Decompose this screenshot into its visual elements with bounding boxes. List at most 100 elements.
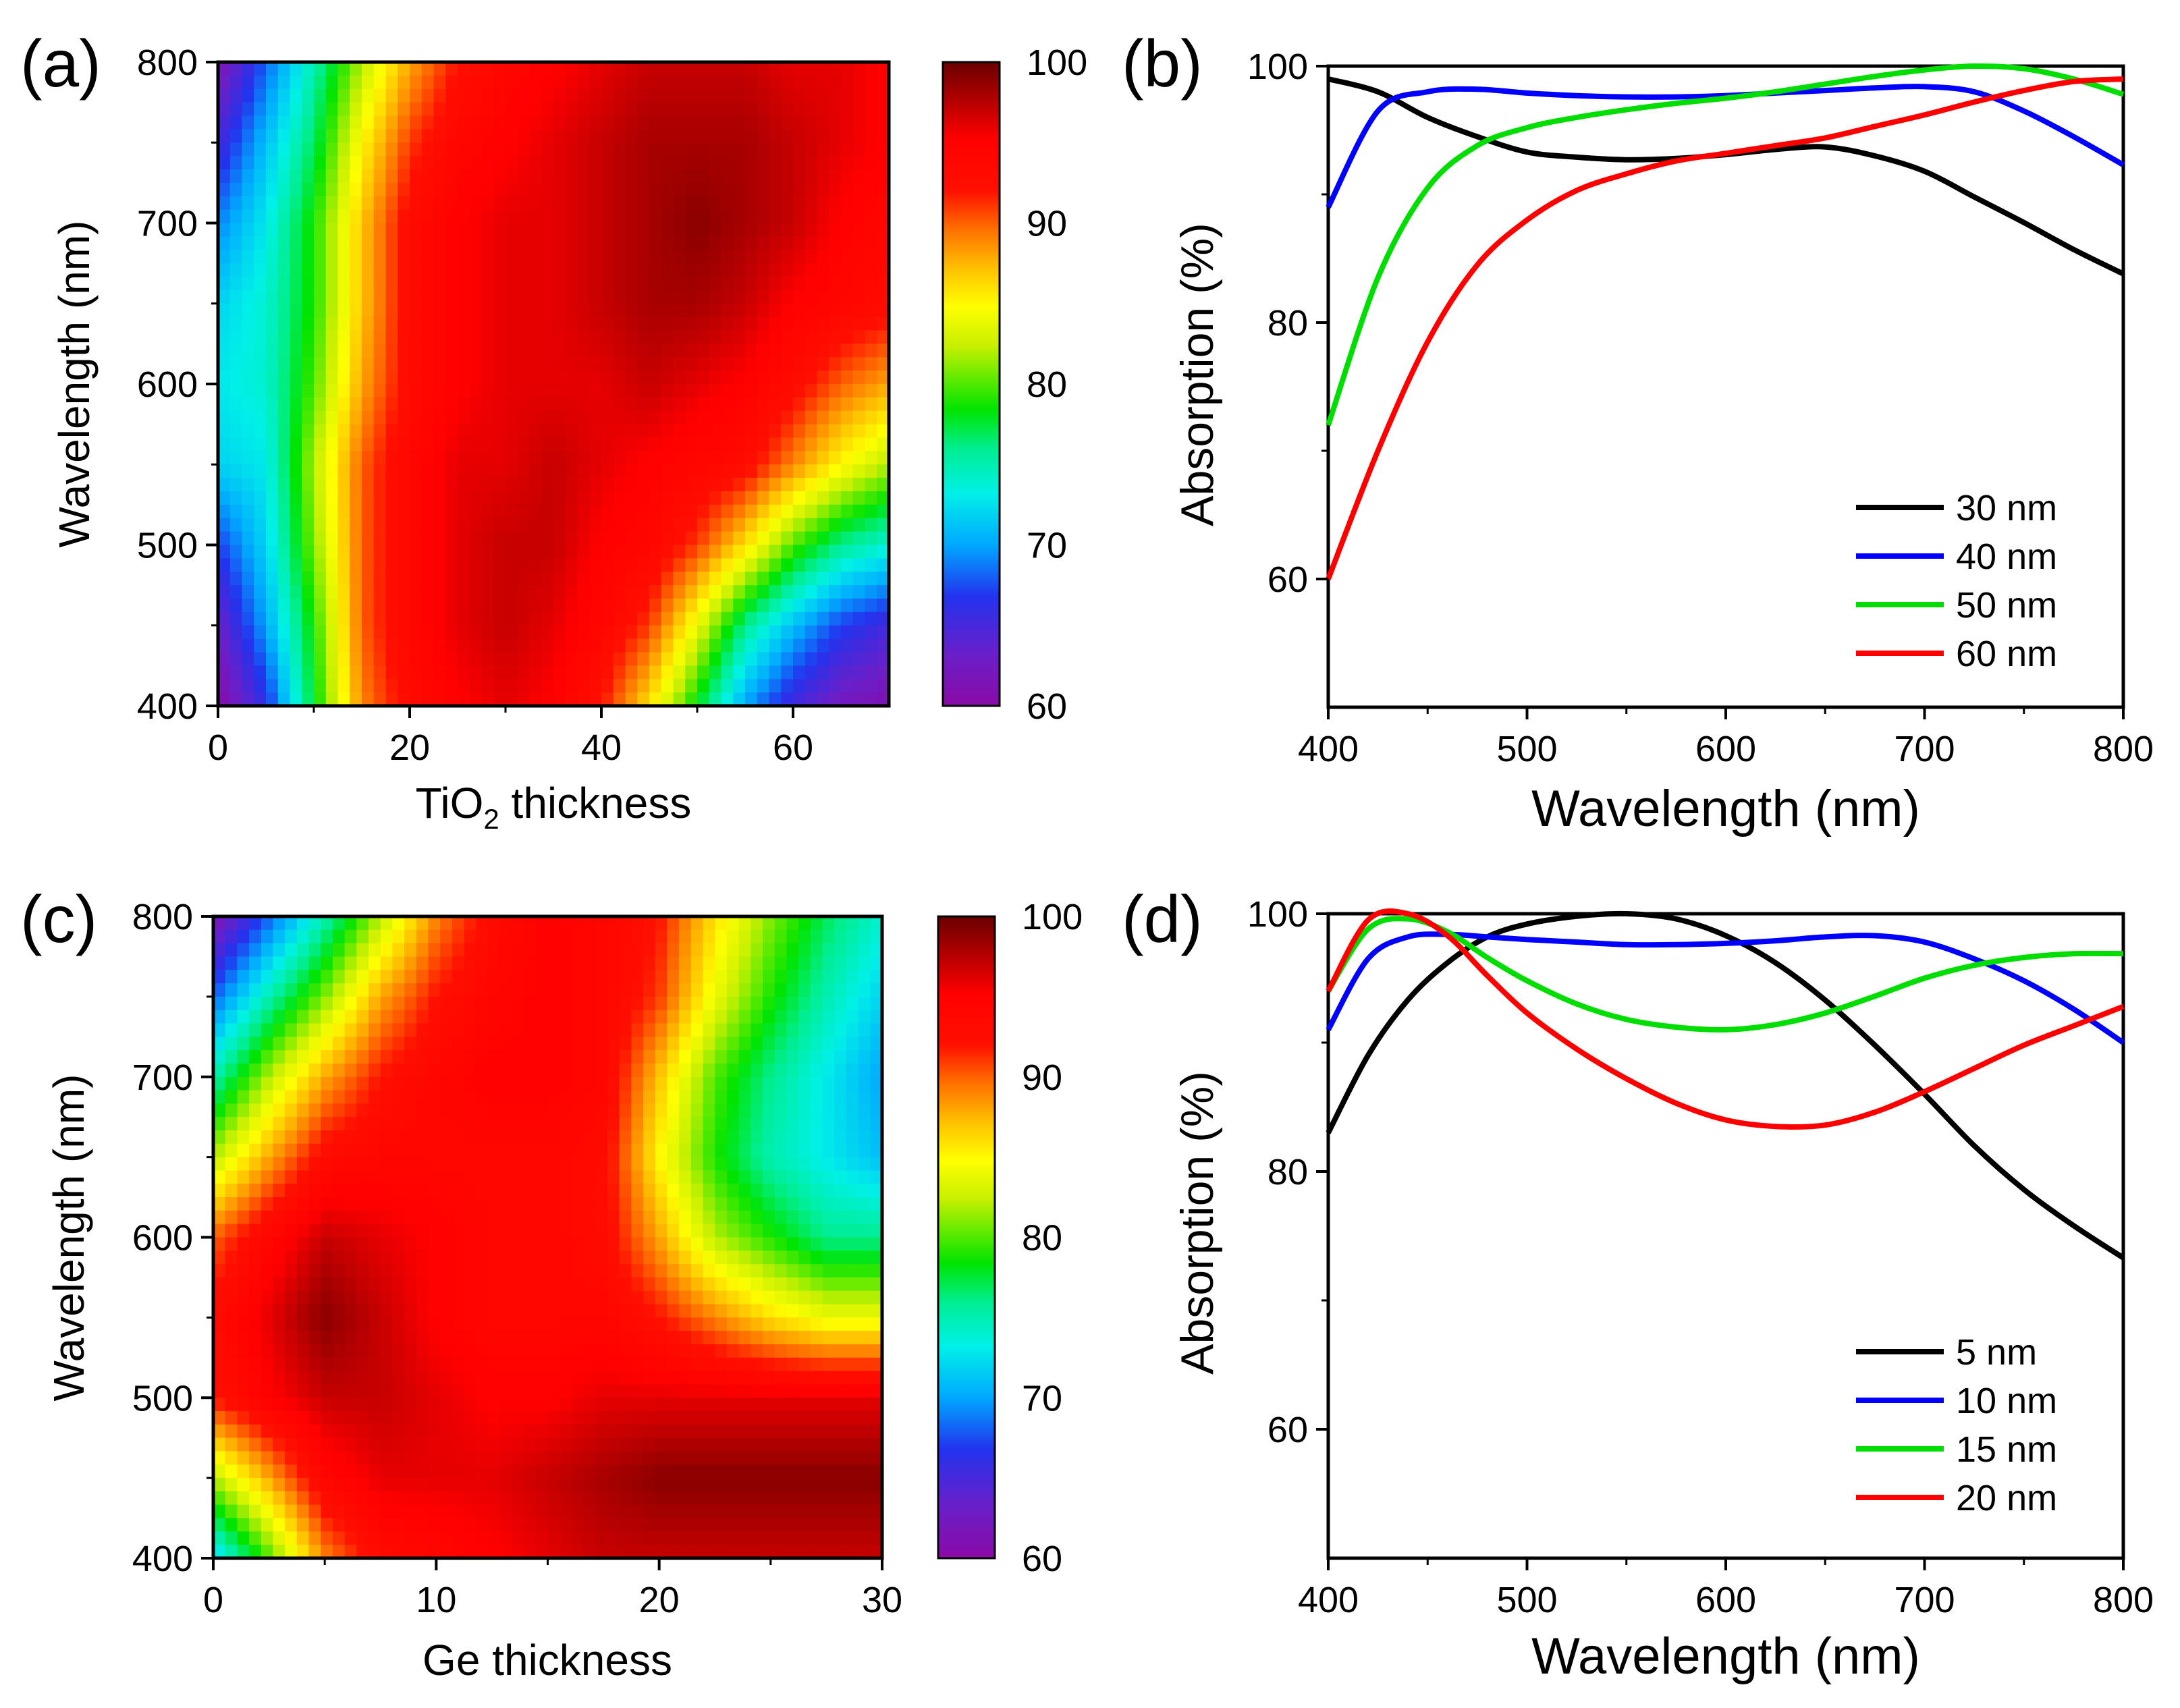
panel-a-heatmap-cell	[733, 679, 746, 694]
panel-c-heatmap-cell	[751, 1103, 763, 1118]
panel-a-heatmap-cell	[458, 464, 470, 479]
panel-a-heatmap-cell	[385, 679, 399, 694]
panel-c-heatmap-cell	[822, 1317, 836, 1332]
panel-a-heatmap-cell	[805, 182, 818, 197]
panel-a-heatmap-cell	[350, 236, 362, 251]
panel-c-heatmap-cell	[631, 1237, 644, 1252]
panel-a-heatmap-cell	[877, 504, 890, 519]
panel-c-heatmap-cell	[535, 1023, 549, 1038]
panel-a-heatmap-cell	[254, 142, 267, 157]
panel-c-heatmap-cell	[488, 1130, 501, 1145]
panel-a-heatmap-cell	[506, 303, 518, 318]
panel-c-heatmap-cell	[763, 1037, 775, 1051]
panel-c-heatmap-cell	[452, 1010, 465, 1024]
panel-a-heatmap-cell	[373, 88, 387, 103]
panel-a-heatmap-cell	[410, 303, 423, 318]
panel-c-heatmap-cell	[619, 1317, 632, 1332]
panel-a-heatmap-cell	[385, 437, 399, 452]
panel-a-heatmap-cell	[469, 397, 483, 412]
panel-a-heatmap-cell	[817, 518, 830, 532]
panel-a-heatmap-cell	[673, 384, 686, 398]
panel-a-heatmap-cell	[242, 370, 255, 385]
panel-a-heatmap-cell	[242, 223, 255, 238]
panel-a-heatmap-cell	[745, 625, 758, 640]
panel-c-heatmap-cell	[679, 916, 692, 931]
panel-a-heatmap-cell	[709, 464, 722, 479]
panel-a-heatmap-cell	[601, 142, 614, 157]
panel-c-heatmap-cell	[356, 1050, 369, 1064]
panel-a-heatmap-cell	[637, 169, 650, 184]
panel-a-heatmap-cell	[290, 129, 303, 144]
panel-c-heatmap-cell	[786, 956, 800, 971]
panel-c-heatmap-cell	[571, 1023, 584, 1038]
panel-a-heatmap-cell	[637, 129, 650, 144]
panel-a-heatmap-cell	[565, 156, 578, 170]
panel-a-heatmap-cell	[266, 102, 279, 117]
panel-a-heatmap-cell	[793, 504, 806, 519]
panel-a-heatmap-cell	[350, 303, 362, 318]
panel-a-heatmap-cell	[745, 518, 758, 532]
panel-a-heatmap-cell	[314, 692, 327, 707]
panel-a-heatmap-cell	[852, 451, 866, 466]
panel-c-heatmap-cell	[547, 1371, 561, 1385]
panel-c-heatmap-cell	[810, 1371, 823, 1385]
panel-c-heatmap-cell	[822, 1023, 836, 1038]
panel-c-heatmap-cell	[560, 1117, 572, 1131]
panel-c-heatmap-cell	[404, 929, 417, 944]
panel-a-heatmap-cell	[817, 638, 830, 653]
panel-c-heatmap-cell	[428, 970, 441, 984]
panel-c-heatmap-cell	[440, 1277, 453, 1292]
panel-c-heatmap-cell	[798, 1411, 811, 1425]
panel-c-heatmap-cell	[535, 970, 549, 984]
panel-a-heatmap-cell	[781, 236, 794, 251]
panel-a-heatmap-cell	[781, 531, 794, 546]
panel-c-heatmap-cell	[261, 1424, 274, 1439]
panel-c-heatmap-cell	[308, 1371, 322, 1385]
panel-c-heatmap-cell	[726, 970, 740, 984]
panel-c-heatmap-cell	[571, 1037, 584, 1051]
panel-a-heatmap-cell	[721, 169, 734, 184]
panel-a-heatmap-cell	[661, 558, 674, 573]
panel-a-heatmap-cell	[709, 330, 722, 345]
panel-c-heatmap-cell	[249, 1317, 262, 1332]
panel-a-heatmap-cell	[481, 277, 495, 291]
panel-c-heatmap-cell	[560, 1331, 572, 1345]
panel-a-heatmap-cell	[841, 424, 854, 439]
panel-a-heatmap-cell	[697, 263, 710, 277]
panel-a-heatmap-cell	[625, 330, 638, 345]
panel-a-heatmap-cell	[781, 102, 794, 117]
panel-c-heatmap-cell	[703, 1130, 716, 1145]
panel-c-heatmap-cell	[822, 1063, 836, 1078]
panel-c-heatmap-cell	[464, 956, 477, 971]
panel-a-heatmap-cell	[841, 115, 854, 130]
panel-c-heatmap-cell	[738, 956, 752, 971]
panel-c-heatmap-cell	[488, 1117, 501, 1131]
panel-a-heatmap-cell	[805, 397, 818, 412]
panel-a-heatmap-cell	[577, 142, 591, 157]
panel-a-heatmap-cell	[541, 451, 554, 466]
panel-a-heatmap-cell	[709, 692, 722, 707]
panel-a-heatmap-cell	[469, 88, 483, 103]
panel-a-heatmap-cell	[218, 652, 231, 667]
panel-a-heatmap-cell	[829, 209, 842, 224]
panel-a-heatmap-cell	[733, 384, 746, 398]
panel-c-heatmap-cell	[547, 1411, 561, 1425]
panel-a-heatmap-cell	[493, 558, 506, 573]
panel-c-heatmap-cell	[369, 1197, 381, 1211]
panel-a-heatmap-cell	[757, 665, 770, 680]
panel-c-heatmap-cell	[285, 1398, 298, 1412]
panel-a-heatmap-cell	[877, 75, 890, 90]
panel-a-heatmap-cell	[757, 277, 770, 291]
panel-a-heatmap-cell	[242, 451, 255, 466]
panel-c-heatmap-cell	[631, 1184, 644, 1198]
panel-c-heatmap-cell	[213, 956, 226, 971]
panel-a-heatmap-cell	[661, 196, 674, 211]
panel-a-heatmap-cell	[481, 611, 495, 626]
panel-c-heatmap-cell	[667, 1398, 680, 1412]
panel-a-heatmap-cell	[421, 504, 435, 519]
panel-c-heatmap-cell	[631, 1103, 644, 1118]
panel-a-heatmap-cell	[458, 625, 470, 640]
panel-a-heatmap-cell	[469, 75, 483, 90]
panel-a-heatmap-cell	[805, 625, 818, 640]
panel-a-heatmap-cell	[314, 115, 327, 130]
